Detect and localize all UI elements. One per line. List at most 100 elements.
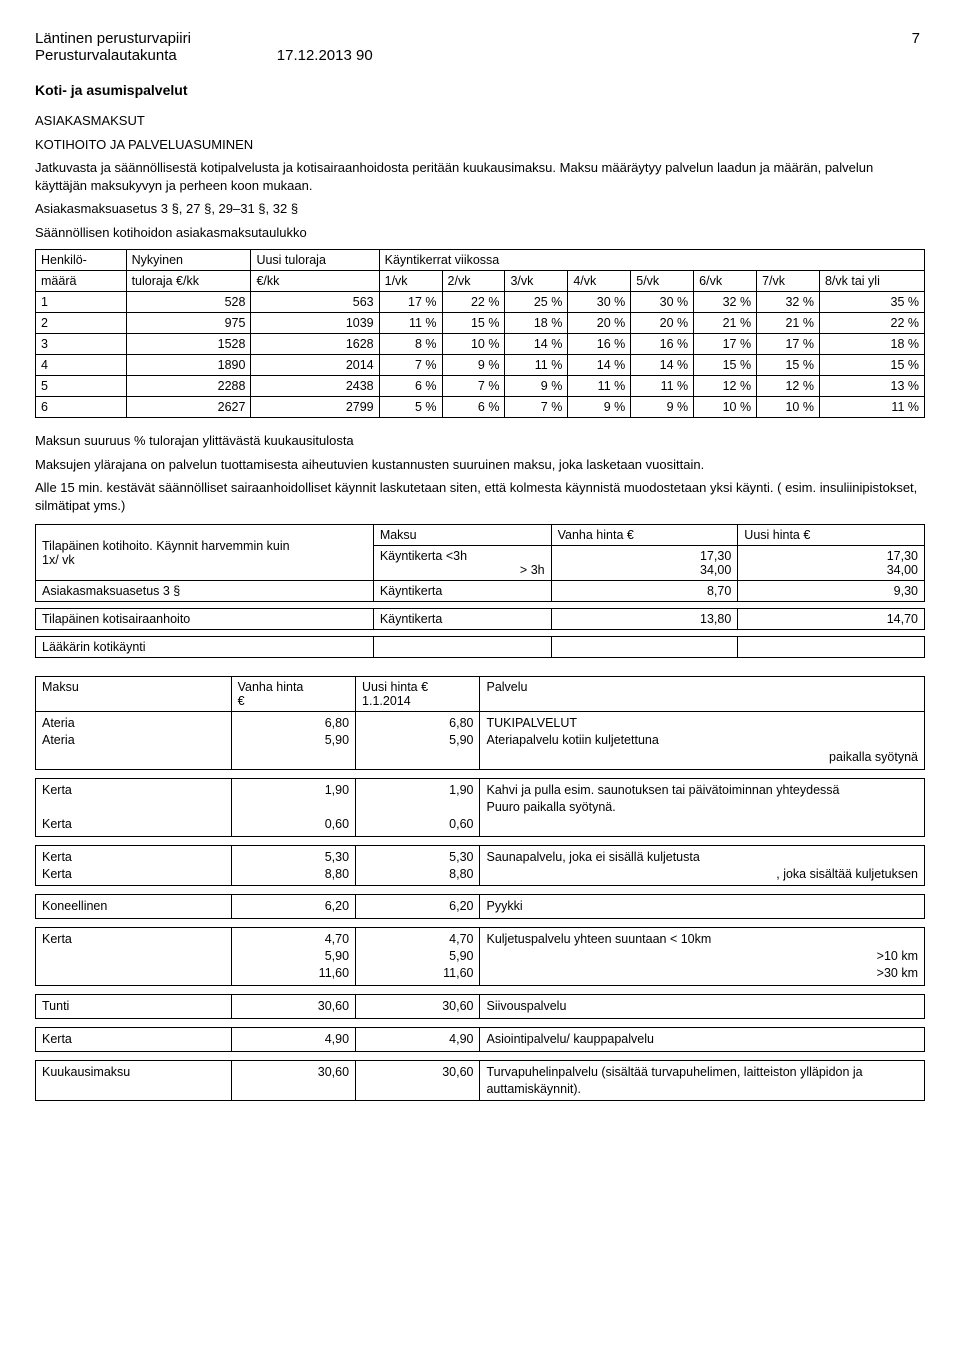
t1-cell: 1039 [251, 313, 379, 334]
t1-cell: 7 % [442, 376, 505, 397]
t2-r2c2: Käyntikerta <3h> 3h [373, 546, 551, 581]
t1-h-vk6: 6/vk [694, 271, 757, 292]
t1-cell: 30 % [631, 292, 694, 313]
t2-r5c3 [551, 637, 738, 658]
t3-c3: 6,20 [356, 895, 480, 919]
table-row: 4189020147 %9 %11 %14 %14 %15 %15 %15 % [36, 355, 925, 376]
t1-cell: 30 % [568, 292, 631, 313]
t1-cell: 14 % [631, 355, 694, 376]
t1-cell: 12 % [757, 376, 820, 397]
t2-r4c4: 14,70 [738, 609, 925, 630]
t1-cell: 2 [36, 313, 127, 334]
t1-cell: 528 [126, 292, 251, 313]
table-row: 2975103911 %15 %18 %20 %20 %21 %21 %22 % [36, 313, 925, 334]
t2-r5c2 [373, 637, 551, 658]
t3-c2: 4,705,9011,60 [231, 928, 355, 986]
t1-cell: 15 % [757, 355, 820, 376]
t3-h1: Maksu [36, 677, 232, 712]
subheading-2: KOTIHOITO JA PALVELUASUMINEN [35, 136, 925, 154]
t1-cell: 16 % [631, 334, 694, 355]
t1-cell: 14 % [568, 355, 631, 376]
t2-r3c2: Käyntikerta [373, 581, 551, 602]
t3-c4: TUKIPALVELUTAteriapalvelu kotiin kuljete… [480, 712, 925, 770]
t1-cell: 17 % [379, 292, 442, 313]
t3-c1: KertaKerta [36, 845, 232, 886]
t1-cell: 22 % [442, 292, 505, 313]
support-services-table: MaksuVanha hinta€Uusi hinta €1.1.2014Pal… [35, 676, 925, 1101]
paragraph-4c: Alle 15 min. kestävät säännölliset saira… [35, 479, 925, 514]
t3-c3: 5,308,80 [356, 845, 480, 886]
t1-cell: 35 % [819, 292, 924, 313]
t2-r5c4 [738, 637, 925, 658]
t1-cell: 9 % [505, 376, 568, 397]
t3-c4: Asiointipalvelu/ kauppapalvelu [480, 1027, 925, 1051]
t1-cell: 18 % [819, 334, 924, 355]
t2-r2c4: 17,3034,00 [738, 546, 925, 581]
t1-cell: 10 % [694, 397, 757, 418]
t3-c2: 4,90 [231, 1027, 355, 1051]
t1-cell: 14 % [505, 334, 568, 355]
t1-cell: 32 % [757, 292, 820, 313]
t3-c1: Tunti [36, 994, 232, 1018]
t1-cell: 11 % [819, 397, 924, 418]
t3-c2: 30,60 [231, 1060, 355, 1101]
t1-h-vk5: 5/vk [631, 271, 694, 292]
t2-h-maksu: Maksu [373, 525, 551, 546]
t1-cell: 13 % [819, 376, 924, 397]
t1-cell: 1890 [126, 355, 251, 376]
t1-cell: 18 % [505, 313, 568, 334]
t3-c1: Koneellinen [36, 895, 232, 919]
t1-cell: 2627 [126, 397, 251, 418]
t1-cell: 8 % [379, 334, 442, 355]
t3-c4: Kahvi ja pulla esim. saunotuksen tai päi… [480, 779, 925, 837]
t2-h-old: Vanha hinta € [551, 525, 738, 546]
table-row: Kuukausimaksu30,6030,60Turvapuhelinpalve… [36, 1060, 925, 1101]
t2-r1c1: Tilapäinen kotihoito. Käynnit harvemmin … [36, 525, 374, 581]
t3-c4: Saunapalvelu, joka ei sisällä kuljetusta… [480, 845, 925, 886]
table-row: 5228824386 %7 %9 %11 %11 %12 %12 %13 % [36, 376, 925, 397]
t1-cell: 5 % [379, 397, 442, 418]
t3-c1: Kuukausimaksu [36, 1060, 232, 1101]
t1-cell: 9 % [442, 355, 505, 376]
t1-h-r1c1: Henkilö- [36, 250, 127, 271]
t2-r3c4: 9,30 [738, 581, 925, 602]
table-row: 6262727995 %6 %7 %9 %9 %10 %10 %11 % [36, 397, 925, 418]
t2-r4c3: 13,80 [551, 609, 738, 630]
table-row: AteriaAteria6,805,906,805,90TUKIPALVELUT… [36, 712, 925, 770]
t1-h-vk7: 7/vk [757, 271, 820, 292]
t1-cell: 5 [36, 376, 127, 397]
t1-cell: 2288 [126, 376, 251, 397]
t1-cell: 4 [36, 355, 127, 376]
t3-c2: 1,900,60 [231, 779, 355, 837]
table-row: Kerta4,904,90Asiointipalvelu/ kauppapalv… [36, 1027, 925, 1051]
t1-cell: 22 % [819, 313, 924, 334]
t1-cell: 15 % [819, 355, 924, 376]
paragraph-3: Säännöllisen kotihoidon asiakasmaksutaul… [35, 224, 925, 242]
t3-c4: Pyykki [480, 895, 925, 919]
paragraph-1: Jatkuvasta ja säännöllisestä kotipalvelu… [35, 159, 925, 194]
t1-cell: 16 % [568, 334, 631, 355]
table-row: 3152816288 %10 %14 %16 %16 %17 %17 %18 % [36, 334, 925, 355]
t1-cell: 15 % [442, 313, 505, 334]
t3-c1: Kerta [36, 1027, 232, 1051]
t3-h3: Uusi hinta €1.1.2014 [356, 677, 480, 712]
t2-r2c3: 17,3034,00 [551, 546, 738, 581]
t1-cell: 6 [36, 397, 127, 418]
fee-table: Henkilö-NykyinenUusi tulorajaKäyntikerra… [35, 249, 925, 418]
t1-h-r1c3: Uusi tuloraja [251, 250, 379, 271]
header-date: 17.12.2013 90 [277, 47, 373, 64]
t1-cell: 11 % [568, 376, 631, 397]
t2-r4c2: Käyntikerta [373, 609, 551, 630]
t1-cell: 20 % [631, 313, 694, 334]
t1-cell: 1 [36, 292, 127, 313]
t3-c2: 5,308,80 [231, 845, 355, 886]
t1-cell: 3 [36, 334, 127, 355]
t2-r3c3: 8,70 [551, 581, 738, 602]
t1-cell: 2014 [251, 355, 379, 376]
t1-cell: 11 % [505, 355, 568, 376]
t3-h4: Palvelu [480, 677, 925, 712]
table-row: Tunti30,6030,60Siivouspalvelu [36, 994, 925, 1018]
table-row: KertaKerta5,308,805,308,80Saunapalvelu, … [36, 845, 925, 886]
t3-c4: Siivouspalvelu [480, 994, 925, 1018]
t3-c3: 4,705,9011,60 [356, 928, 480, 986]
